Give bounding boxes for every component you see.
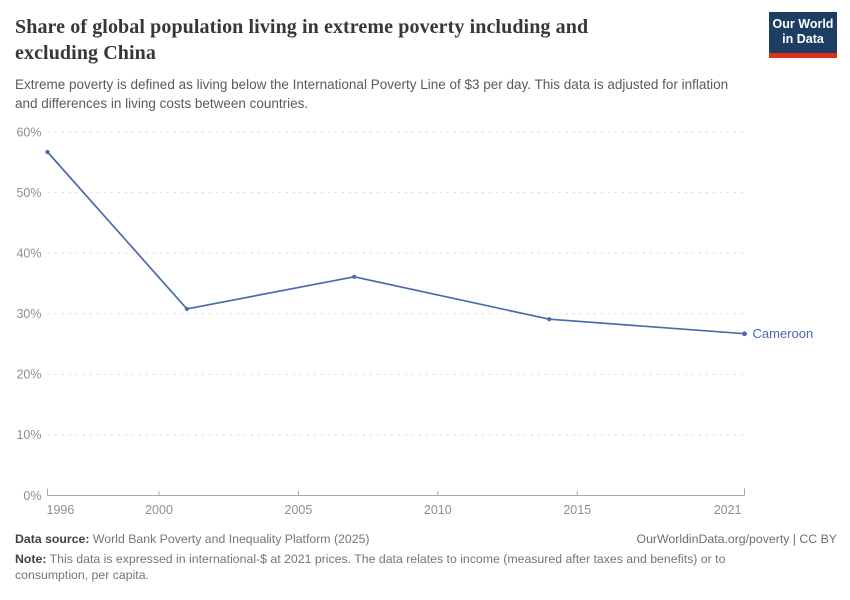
y-axis-tick-label-0: 0% [23,489,41,503]
data-point-cameroon-2007[interactable] [352,274,357,279]
data-source-label: Data source: [15,532,90,546]
chart-header: Share of global population living in ext… [15,14,745,113]
note-label: Note: [15,552,47,566]
x-axis-tick-label-1996: 1996 [47,503,75,517]
footer-note: Note: This data is expressed in internat… [15,551,837,583]
line-chart: 0% 10% 20% 30% 40% 50% 60% 1996 2000 2005 2010 2015… [16,125,814,517]
footer-note-line-1: Note: This data is expressed in internat… [15,551,837,567]
x-axis-tick-label-2021: 2021 [714,503,742,517]
data-source-text: Data source: World Bank Poverty and Ineq… [15,531,370,547]
page-title: Share of global population living in ext… [15,14,745,66]
subtitle-line-1: Extreme poverty is defined as living bel… [15,77,729,92]
chart-footer: Data source: World Bank Poverty and Ineq… [15,531,837,583]
note-text-1: This data is expressed in international-… [46,552,726,566]
owid-license-link[interactable]: OurWorldinData.org/poverty | CC BY [636,532,837,546]
x-axis-tick-label-2015: 2015 [563,503,591,517]
chart-subtitle: Extreme poverty is defined as living bel… [15,75,745,113]
y-axis-tick-label-30: 30% [16,307,41,321]
data-point-cameroon-2021[interactable] [742,331,747,337]
series-end-label-cameroon[interactable]: Cameroon [753,326,814,341]
title-line-2: excluding China [15,42,156,64]
owid-logo-text-line-2: in Data [782,32,824,46]
data-source-value: World Bank Poverty and Inequality Platfo… [89,532,370,546]
footer-note-line-2: consumption, per capita. [15,568,149,582]
y-axis-tick-label-40: 40% [16,246,41,260]
series-line-cameroon[interactable] [46,151,746,335]
owid-logo: Our World in Data [769,12,837,58]
data-point-cameroon-2014[interactable] [547,317,552,322]
x-axis-tick-label-2005: 2005 [285,503,313,517]
data-point-cameroon-2001[interactable] [184,306,189,312]
y-axis-tick-label-60: 60% [16,125,41,139]
subtitle-line-2: and differences in living costs between … [15,96,309,111]
y-axis-tick-label-10: 10% [16,428,41,442]
owid-logo-red-bar [769,53,837,58]
data-point-cameroon-1996[interactable] [45,149,50,155]
owid-logo-box: Our World in Data [769,12,837,53]
owid-logo-text-line-1: Our World [772,17,834,31]
x-axis-tick-label-2010: 2010 [424,503,452,517]
y-axis-tick-label-20: 20% [16,368,41,382]
footer-source-row: Data source: World Bank Poverty and Ineq… [15,531,837,547]
title-line-1: Share of global population living in ext… [15,16,589,38]
x-axis-tick-label-2000: 2000 [145,503,173,517]
y-axis-tick-label-50: 50% [16,186,41,200]
